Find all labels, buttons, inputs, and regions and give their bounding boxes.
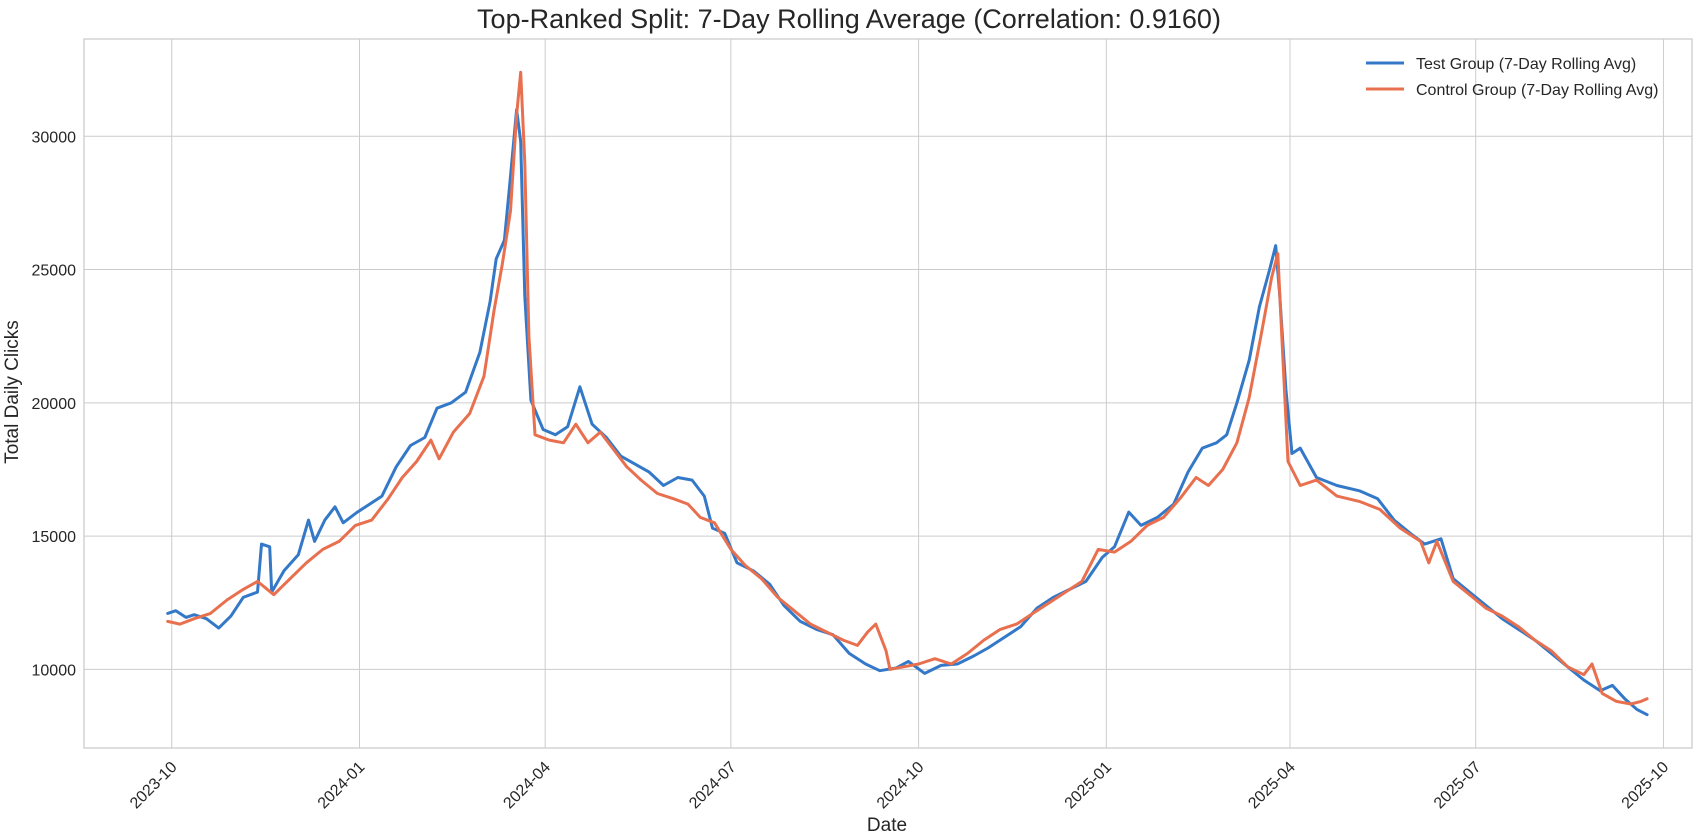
y-tick-label: 30000 <box>32 129 77 146</box>
series-layer <box>166 70 1649 717</box>
x-tick-label: 2024-01 <box>315 759 369 813</box>
plot-frame <box>83 38 1693 749</box>
x-tick-label: 2025-10 <box>1619 759 1673 813</box>
x-tick-label: 2023-10 <box>127 759 181 813</box>
grid <box>84 39 1692 748</box>
y-tick-label: 20000 <box>32 396 77 413</box>
x-tick-label: 2024-04 <box>500 759 554 813</box>
x-tick-label: 2025-07 <box>1431 759 1485 813</box>
x-tick-label: 2024-07 <box>686 759 740 813</box>
y-tick-label: 25000 <box>32 263 77 280</box>
x-tick-label: 2024-10 <box>874 759 928 813</box>
y-tick-label: 10000 <box>32 662 77 679</box>
legend-label: Test Group (7-Day Rolling Avg) <box>1416 56 1636 73</box>
y-axis-label: Total Daily Clicks <box>2 320 23 464</box>
y-tick-label: 15000 <box>32 529 77 546</box>
tick-labels: 10000 15000 20000 25000 30000 2023-10 2024-01 2… <box>32 129 1673 812</box>
legend-label: Control Group (7-Day Rolling Avg) <box>1416 82 1658 99</box>
x-tick-label: 2025-01 <box>1062 759 1116 813</box>
legend: Test Group (7-Day Rolling Avg) Control Gr… <box>1366 56 1658 99</box>
chart-title: Top-Ranked Split: 7-Day Rolling Average … <box>477 4 1221 34</box>
x-tick-label: 2025-04 <box>1245 759 1299 813</box>
x-axis-label: Date <box>867 815 907 836</box>
control-group-line <box>166 70 1649 706</box>
test-group-line <box>166 108 1649 717</box>
